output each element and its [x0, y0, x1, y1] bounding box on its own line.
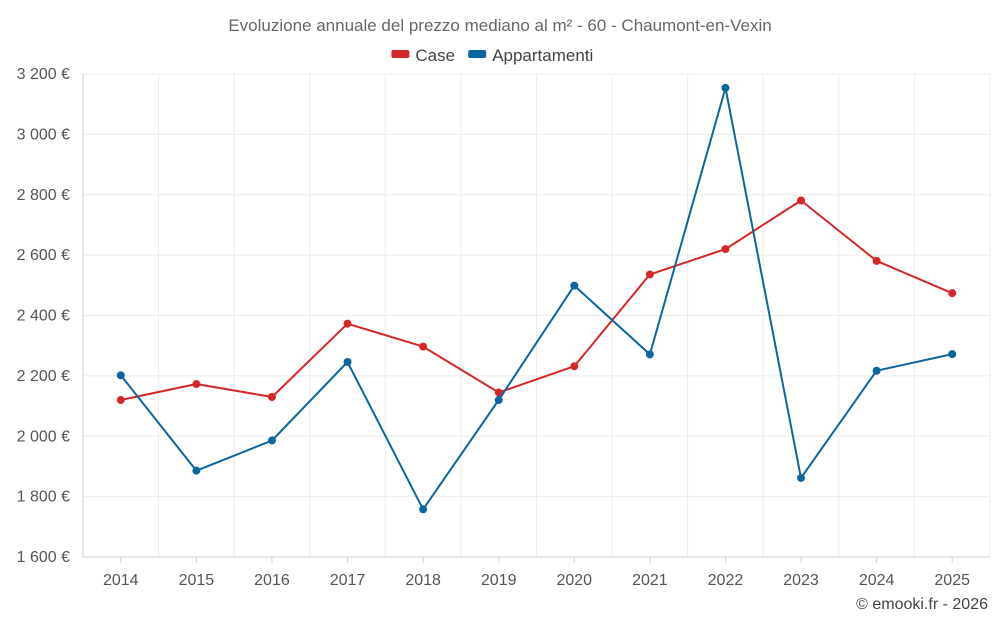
data-point[interactable] [948, 350, 957, 359]
y-tick-label: 2 000 € [17, 428, 70, 445]
x-tick-label: 2016 [254, 572, 290, 589]
y-tick-label: 1 800 € [17, 489, 70, 506]
data-point[interactable] [419, 505, 428, 514]
y-tick-label: 2 200 € [17, 368, 70, 385]
data-point[interactable] [267, 393, 276, 402]
y-axis: 1 600 € 1 800 € 2 000 € 2 200 € 2 400 € 2 600… [17, 66, 84, 566]
data-point[interactable] [419, 342, 428, 351]
y-tick-label: 2 600 € [17, 247, 70, 264]
data-point[interactable] [494, 396, 503, 405]
legend-item-case[interactable]: Case [391, 46, 455, 65]
y-tick-label: 3 200 € [17, 66, 70, 83]
x-tick-label: 2022 [708, 572, 744, 589]
data-point[interactable] [116, 371, 125, 380]
series-line [120, 199, 953, 401]
legend-label: Case [415, 46, 455, 65]
data-point[interactable] [116, 396, 125, 405]
series-appartamenti [116, 83, 957, 514]
y-tick-label: 2 400 € [17, 308, 70, 325]
x-tick-label: 2017 [330, 572, 366, 589]
series-layer [116, 83, 957, 514]
data-point[interactable] [721, 83, 730, 92]
x-axis: 2014 2015 2016 2017 2018 2019 2020 2021 2022 2023… [83, 556, 990, 589]
data-point[interactable] [797, 196, 806, 205]
x-tick-label: 2014 [103, 572, 139, 589]
data-point[interactable] [570, 362, 579, 371]
data-point[interactable] [645, 350, 654, 359]
data-point[interactable] [948, 289, 957, 298]
data-point[interactable] [872, 256, 881, 265]
legend-item-appartamenti[interactable]: Appartamenti [468, 46, 593, 65]
x-tick-label: 2021 [632, 572, 668, 589]
x-tick-label: 2023 [783, 572, 819, 589]
data-point[interactable] [343, 319, 352, 328]
chart-title: Evoluzione annuale del prezzo mediano al… [228, 16, 771, 35]
credit-text: © emooki.fr - 2026 [856, 596, 988, 613]
y-tick-label: 3 000 € [17, 126, 70, 143]
y-tick-label: 1 600 € [17, 549, 70, 566]
data-point[interactable] [494, 388, 503, 397]
data-point[interactable] [797, 473, 806, 482]
legend-swatch [468, 50, 487, 58]
data-point[interactable] [872, 366, 881, 375]
data-point[interactable] [267, 436, 276, 445]
legend: Case Appartamenti [391, 46, 593, 65]
series-line [120, 86, 953, 511]
data-point[interactable] [645, 270, 654, 279]
y-tick-label: 2 800 € [17, 187, 70, 204]
x-tick-label: 2025 [934, 572, 970, 589]
legend-swatch [391, 50, 410, 58]
legend-label: Appartamenti [492, 46, 593, 65]
data-point[interactable] [721, 245, 730, 254]
x-tick-label: 2019 [481, 572, 517, 589]
data-point[interactable] [570, 281, 579, 290]
x-tick-label: 2024 [859, 572, 895, 589]
grid [83, 73, 991, 557]
data-point[interactable] [192, 466, 201, 475]
data-point[interactable] [343, 357, 352, 366]
series-case [116, 196, 957, 405]
data-point[interactable] [192, 380, 201, 389]
x-tick-label: 2015 [179, 572, 215, 589]
x-tick-label: 2018 [405, 572, 441, 589]
x-tick-label: 2020 [556, 572, 592, 589]
